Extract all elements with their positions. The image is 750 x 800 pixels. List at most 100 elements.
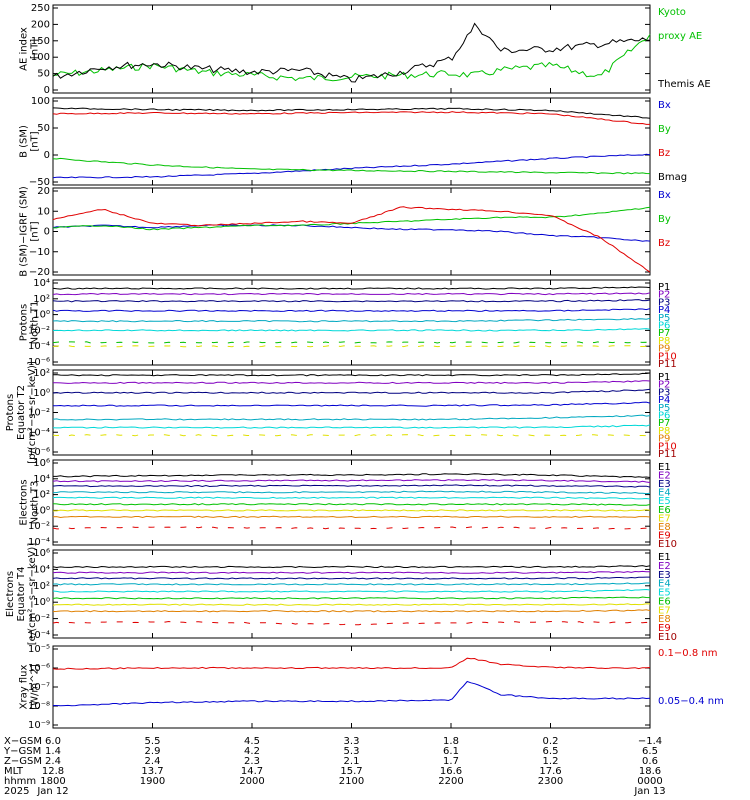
y-tick-label: 10⁴ [33,474,50,485]
y-tick-label: 10⁻² [28,325,50,336]
legend-entry: P4 [658,305,670,316]
panel-bsm: 100 50 0 −50 B (SM) [nT] Bx By Bz Bmag [19,96,688,188]
y-tick-label: 10² [33,490,50,501]
series-0-05-0-4-nm [53,680,651,707]
ephemeris-value: 4.5 [244,736,260,747]
legend-entry: P6 [658,411,670,422]
series-p4 [52,308,651,312]
legend-entry: 0.1−0.8 nm [658,648,717,659]
panel-eet4: 10⁶ 10⁴ 10² 10⁰ 10⁻² 10⁻⁴ Electrons Equator T4[… [5,543,677,646]
series-group-bsm [52,107,651,179]
series-group-eet4 [52,565,651,626]
y-axis-label: Protons [5,394,16,431]
y-axis-label: AE index [19,27,30,71]
series-e8 [52,515,651,519]
series-group-ae [52,22,651,83]
panel-frame [52,645,651,729]
series-p6 [53,328,651,332]
legend-entry: P1 [658,372,670,383]
y-tick-label: 50 [37,123,50,134]
ephemeris-value: 1800 [40,776,65,787]
ephemeris-value: Jan 13 [633,786,665,797]
legend-entry: P2 [658,290,670,301]
y-tick-label: 0 [44,150,50,161]
y-tick-label: 10² [33,294,50,305]
y-axis-label: Protons [19,304,30,341]
panel-pnt1: 10⁴ 10² 10⁰ 10⁻² 10⁻⁴ 10⁻⁶ Protons North T1 P1P2… [19,278,677,370]
y-tick-label: 100 [31,96,50,107]
y-tick-label: 10⁰ [33,597,50,608]
ephemeris-value: 1.8 [443,736,459,747]
legend-entry: Bz [658,148,670,159]
legend-entry: E7 [658,513,671,524]
legend-entry: P10 [658,351,677,362]
y-tick-label: 20 [37,186,50,197]
legend-entry: P11 [658,449,677,460]
y-axis-label: Electrons [19,479,30,525]
panel-xray: 10⁻⁵ 10⁻⁶ 10⁻⁷ 10⁻⁸ 10⁻⁹ Xray flux [W/m^2] 0.1−… [19,644,724,731]
series-e3 [52,576,650,580]
legend-entry: P3 [658,387,670,398]
legend-entry: P11 [658,359,677,370]
ephemeris-value: 2200 [438,776,463,787]
legend-entry: E10 [658,632,677,643]
panel-frame [52,187,651,276]
series-e4 [52,582,650,586]
ephemeris-value: 18.6 [639,766,661,777]
series-p4 [53,401,651,407]
series-bmag [52,107,651,119]
ephemeris-value: 16.6 [440,766,462,777]
y-tick-label: 10⁻⁹ [28,720,50,731]
legend-entry: E1 [658,552,671,563]
series-e6 [52,503,651,506]
y-axis-label: Xray flux [19,665,30,710]
series-by [52,157,651,175]
y-tick-label: 10² [33,368,50,379]
ephemeris-value: 5.5 [145,736,161,747]
legend-entry: P8 [658,336,670,347]
legend-entry: proxy AE [658,31,702,42]
y-tick-label: 10⁻⁸ [28,701,50,712]
legend-entry: E4 [658,488,671,499]
ephemeris-value: Jan 12 [36,786,68,797]
legend-entry: E4 [658,579,671,590]
series-p1 [52,286,651,290]
ephemeris-value: 2.4 [45,756,61,767]
series-e4 [52,490,651,495]
series-e5 [52,588,651,593]
legend-entry: Bz [658,238,670,249]
legend-entry: P10 [658,441,677,452]
legend-entry: E5 [658,496,671,507]
y-axis-label: [p/(cm²−s−sr−keV)] [27,361,38,464]
series-p2 [52,292,651,296]
y-axis-label: North T3 [30,481,41,525]
y-tick-label: 10⁻² [28,521,50,532]
ephemeris-value: 1.2 [543,756,559,767]
ephemeris-value: 2000 [239,776,264,787]
legend-entry: P9 [658,434,670,445]
ephemeris-value: 14.7 [241,766,263,777]
legend-entry: P9 [658,344,670,355]
y-tick-label: 10² [33,581,50,592]
legend-entry: E3 [658,570,671,581]
y-axis-label: Electrons [5,571,16,617]
series-e9 [52,620,651,626]
ephemeris-row-label: MLT [4,766,24,777]
series-e6 [52,596,651,600]
series-group-pnt1 [52,286,651,348]
y-tick-label: 10⁻² [28,408,50,419]
series-bz [52,206,651,273]
legend-entry: Kyoto [658,7,686,18]
ephemeris-value: 17.6 [539,766,561,777]
y-axis-label: [nT] [30,39,41,59]
series-group-pet2 [52,372,651,437]
series-by [53,206,651,231]
ephemeris-value: 2.3 [244,756,260,767]
y-tick-label: 150 [31,36,50,47]
legend-entry: P5 [658,403,670,414]
y-tick-label: 10⁰ [33,388,50,399]
y-tick-label: 50 [37,69,50,80]
ephemeris-value: 6.0 [45,736,61,747]
panel-frame [52,549,651,639]
legend-entry: P8 [658,426,670,437]
